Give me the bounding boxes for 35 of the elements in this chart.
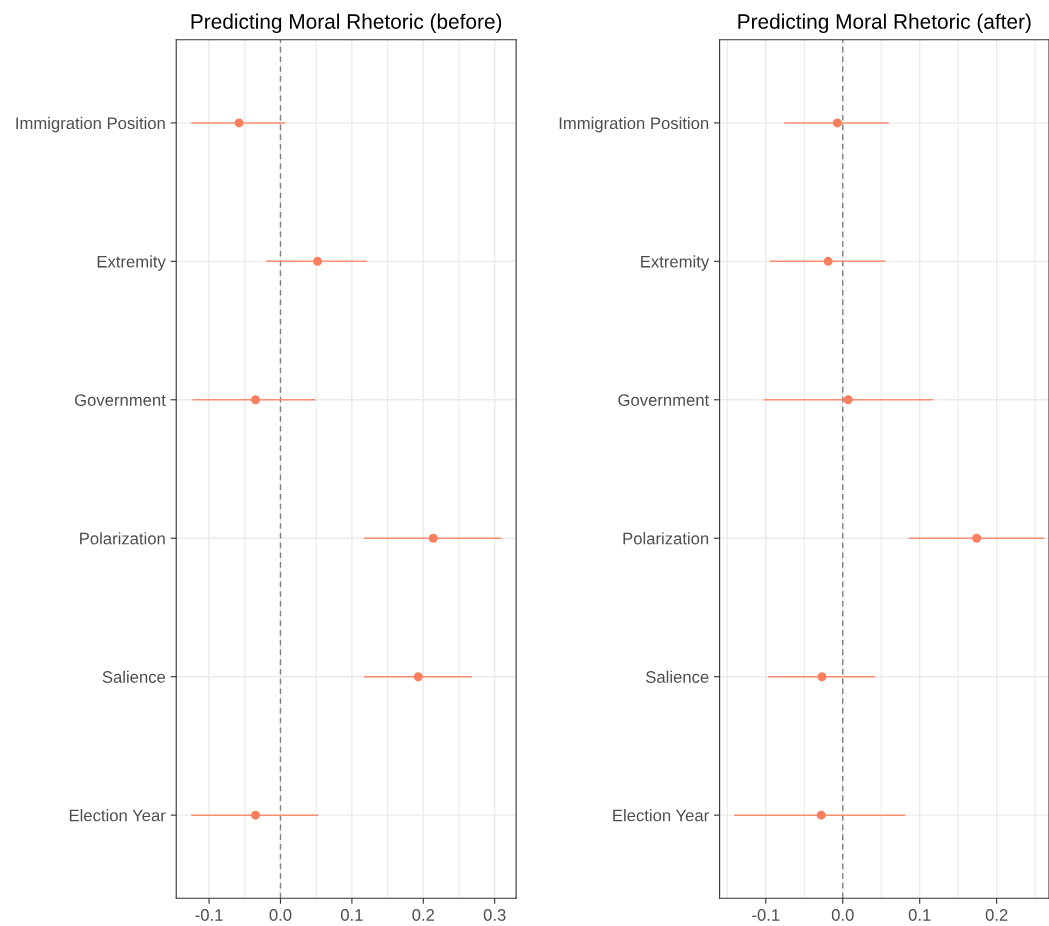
y-tick-label: Immigration Position bbox=[559, 116, 709, 133]
point bbox=[817, 672, 827, 682]
point bbox=[832, 118, 842, 128]
x-tick-label: 0.1 bbox=[340, 909, 363, 921]
y-tick-label: Extremity bbox=[641, 255, 710, 271]
x-tick-label: 0.3 bbox=[483, 909, 506, 921]
y-tick-label: Immigration Position bbox=[16, 116, 165, 133]
y-tick-label: Election Year bbox=[613, 809, 709, 822]
x-tick-label: -0.1 bbox=[195, 909, 223, 921]
point bbox=[843, 395, 853, 405]
y-tick-label: Polarization bbox=[80, 532, 165, 545]
y-tick-label: Salience bbox=[646, 670, 709, 683]
point bbox=[816, 810, 826, 820]
x-tick-label: 0.2 bbox=[985, 909, 1008, 921]
y-tick-label: Extremity bbox=[97, 255, 166, 271]
chart-title: Predicting Moral Rhetoric (after) bbox=[738, 13, 1031, 34]
point bbox=[234, 118, 244, 128]
x-tick-label: -0.1 bbox=[752, 909, 780, 921]
point bbox=[413, 672, 423, 682]
x-tick-label: 0.1 bbox=[908, 909, 931, 921]
point bbox=[313, 256, 323, 266]
x-tick-label: 0.0 bbox=[269, 909, 292, 921]
point bbox=[250, 395, 261, 405]
chart-title: Predicting Moral Rhetoric (before) bbox=[191, 13, 502, 34]
point bbox=[823, 256, 833, 266]
y-tick-label: Government bbox=[74, 394, 166, 406]
y-tick-label: Government bbox=[618, 394, 710, 406]
point bbox=[250, 810, 261, 820]
x-tick-label: 0.2 bbox=[412, 909, 435, 921]
y-tick-label: Polarization bbox=[623, 532, 709, 545]
y-tick-label: Salience bbox=[102, 670, 166, 683]
y-tick-label: Election Year bbox=[69, 809, 166, 822]
point bbox=[972, 533, 982, 543]
x-tick-label: 0.0 bbox=[831, 909, 854, 921]
point bbox=[428, 533, 438, 543]
